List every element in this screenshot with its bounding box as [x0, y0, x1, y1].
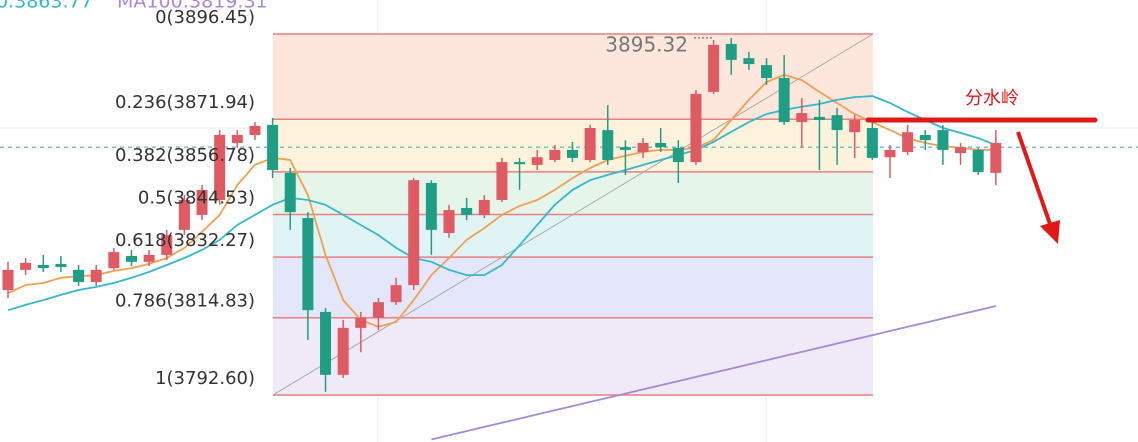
candle-body [408, 180, 420, 286]
candle-body [214, 134, 226, 200]
candle-body [919, 134, 931, 141]
fib-label: 0.382(3856.78) [115, 145, 255, 166]
fib-label: 0(3896.45) [155, 7, 255, 28]
candle-body [884, 149, 896, 158]
labels: 0(3896.45) 0.236(3871.94) 0.382(3856.78) 0.… [0, 0, 1098, 389]
legend-text: MA100:3819.31 [117, 0, 268, 13]
candle-body [514, 162, 526, 165]
candle-body [637, 142, 649, 153]
fib-band [273, 214, 873, 258]
candle-body [813, 116, 825, 121]
candle-body [73, 269, 85, 283]
candle-body [972, 149, 984, 173]
candle-body [425, 182, 437, 230]
trend-line [272, 33, 874, 396]
fib-label: 0.5(3844.53) [138, 187, 255, 208]
candles [2, 37, 1002, 392]
candle-body [461, 207, 473, 215]
candle-body [743, 58, 755, 65]
candle-body [690, 93, 702, 163]
legend-text: 0.3863.77 [0, 0, 93, 13]
candle-body [337, 327, 349, 375]
candle-body [496, 162, 508, 200]
ma-line [7, 73, 996, 328]
candle-body [955, 147, 967, 154]
candle-body [655, 142, 667, 148]
candle-body [20, 262, 32, 270]
candle-body [866, 128, 878, 158]
candle-body [143, 254, 155, 262]
fib-label: 0.236(3871.94) [115, 92, 255, 113]
candle-body [619, 147, 631, 150]
fib-bands [273, 33, 873, 395]
candle-body [902, 132, 914, 153]
candle-body [796, 113, 808, 123]
candle-body [355, 317, 367, 328]
candle-body [196, 189, 208, 215]
ma-lines [7, 73, 997, 441]
candle-body [584, 128, 596, 160]
ma-line [7, 95, 997, 312]
candle-body [231, 134, 243, 143]
candle-body [778, 77, 790, 123]
candle-body [849, 120, 861, 133]
candle-body [390, 285, 402, 303]
candle-body [725, 43, 737, 60]
watershed-label: 分水岭 [965, 88, 1019, 109]
candle-body [990, 142, 1002, 173]
candle-body [178, 199, 190, 230]
candle-body [602, 130, 614, 160]
candle-body [478, 199, 490, 215]
candle-body [284, 172, 296, 213]
candle-body [761, 65, 773, 78]
arrow-shaft [1016, 131, 1052, 225]
candle-body [443, 210, 455, 233]
candle-body [531, 157, 543, 165]
candle-body [267, 124, 279, 171]
candle-body [937, 130, 949, 150]
candle-body [549, 149, 561, 160]
candle-body [566, 149, 578, 158]
candle-body [90, 269, 102, 283]
candle-body [161, 235, 173, 255]
fib-label: 0.786(3814.83) [115, 291, 255, 312]
candle-body [249, 125, 261, 135]
candle-body [320, 311, 332, 375]
candle-body [831, 115, 843, 131]
candle-body [2, 269, 14, 290]
high-label: 3895.32 [605, 32, 688, 56]
candle-body [125, 255, 137, 262]
arrow-head [1040, 220, 1060, 244]
candle-body [55, 263, 67, 268]
candle-body [708, 44, 720, 92]
fib-label: 1(3792.60) [155, 368, 255, 389]
candle-body [108, 252, 120, 269]
fib-band [273, 257, 873, 318]
candle-body [372, 302, 384, 318]
fib-label: 0.618(3832.27) [115, 230, 255, 251]
fib-band [273, 317, 873, 395]
ma-line [431, 305, 997, 441]
candle-body [672, 147, 684, 163]
fib-band [273, 171, 873, 215]
candle-body [302, 218, 314, 311]
fib-band [273, 33, 873, 120]
candle-body [37, 264, 49, 269]
